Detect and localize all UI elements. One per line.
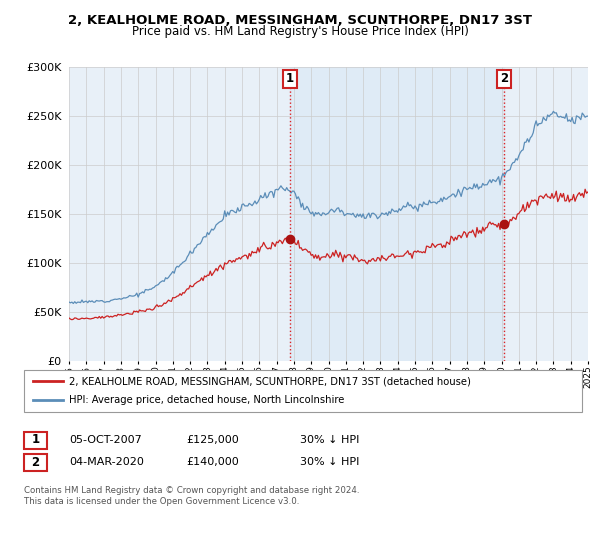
- Text: Contains HM Land Registry data © Crown copyright and database right 2024.: Contains HM Land Registry data © Crown c…: [24, 486, 359, 495]
- Bar: [290, 67, 505, 361]
- Text: 05-OCT-2007: 05-OCT-2007: [69, 435, 142, 445]
- Text: 2: 2: [500, 72, 509, 86]
- Text: Price paid vs. HM Land Registry's House Price Index (HPI): Price paid vs. HM Land Registry's House …: [131, 25, 469, 38]
- Text: 04-MAR-2020: 04-MAR-2020: [69, 457, 144, 467]
- Text: £125,000: £125,000: [186, 435, 239, 445]
- Text: 2, KEALHOLME ROAD, MESSINGHAM, SCUNTHORPE, DN17 3ST (detached house): 2, KEALHOLME ROAD, MESSINGHAM, SCUNTHORP…: [69, 376, 471, 386]
- Text: 30% ↓ HPI: 30% ↓ HPI: [300, 435, 359, 445]
- Text: 2, KEALHOLME ROAD, MESSINGHAM, SCUNTHORPE, DN17 3ST: 2, KEALHOLME ROAD, MESSINGHAM, SCUNTHORP…: [68, 14, 532, 27]
- Text: HPI: Average price, detached house, North Lincolnshire: HPI: Average price, detached house, Nort…: [69, 395, 344, 405]
- Text: £140,000: £140,000: [186, 457, 239, 467]
- Text: 30% ↓ HPI: 30% ↓ HPI: [300, 457, 359, 467]
- Text: This data is licensed under the Open Government Licence v3.0.: This data is licensed under the Open Gov…: [24, 497, 299, 506]
- Text: 1: 1: [31, 433, 40, 446]
- Text: 2: 2: [31, 455, 40, 469]
- Text: 1: 1: [286, 72, 293, 86]
